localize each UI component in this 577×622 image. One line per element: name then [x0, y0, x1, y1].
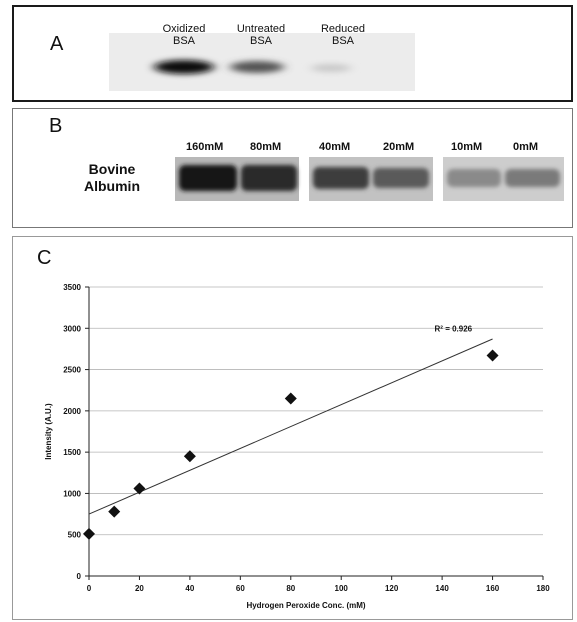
- band-reduced: [311, 64, 351, 72]
- x-tick-label: 80: [286, 584, 295, 593]
- lane-label-40mm: 40mM: [319, 141, 351, 153]
- lane-label-untreated: Untreated BSA: [226, 23, 296, 47]
- x-axis-label: Hydrogen Peroxide Conc. (mM): [246, 601, 365, 610]
- lane-label-20mm: 20mM: [383, 141, 415, 153]
- band-40mm: [313, 167, 369, 189]
- y-tick-label: 3000: [63, 324, 81, 333]
- trendline: [88, 338, 493, 515]
- gel-blot-a: [109, 33, 415, 91]
- lane-label-reduced-line2: BSA: [331, 35, 354, 47]
- row-label-bovine-albumin: Bovine Albumin: [57, 161, 167, 195]
- band-80mm: [241, 165, 297, 191]
- band-oxidized: [154, 60, 214, 74]
- data-point: [108, 505, 121, 518]
- x-tick-label: 0: [87, 584, 92, 593]
- lane-label-oxidized: Oxidized BSA: [149, 23, 219, 47]
- y-tick-label: 1500: [63, 448, 81, 457]
- scatter-chart: 0 500 1000 1500 2000 2500 3000 3500 0 20 40 60 80 100…: [44, 283, 550, 610]
- y-tick-label: 0: [77, 572, 82, 581]
- y-tick-label: 3500: [63, 283, 81, 292]
- panel-a-letter: A: [50, 33, 64, 55]
- lane-label-reduced: Reduced BSA: [308, 23, 378, 47]
- lane-label-reduced-line1: Reduced: [320, 23, 366, 35]
- lane-label-oxidized-line2: BSA: [172, 35, 195, 47]
- data-point: [83, 527, 95, 540]
- panel-a: A Oxidized BSA Untreated BSA Reduced BSA: [12, 5, 573, 102]
- data-point: [284, 392, 297, 405]
- band-10mm: [447, 169, 501, 187]
- x-tick-label: 160: [486, 584, 500, 593]
- band-160mm: [179, 165, 237, 191]
- lane-label-oxidized-line1: Oxidized: [162, 23, 206, 35]
- x-tick-label: 180: [536, 584, 550, 593]
- y-tick-label: 1000: [63, 489, 81, 498]
- band-untreated: [230, 61, 284, 73]
- y-tick-label: 2000: [63, 407, 81, 416]
- lane-label-10mm: 10mM: [451, 141, 483, 153]
- band-0mm: [505, 169, 560, 187]
- row-label-line1: Bovine: [88, 161, 136, 177]
- x-tick-label: 60: [236, 584, 245, 593]
- lane-label-160mm: 160mM: [186, 141, 224, 153]
- x-tick-label: 100: [335, 584, 349, 593]
- y-tick-label: 500: [68, 531, 82, 540]
- lane-label-80mm: 80mM: [250, 141, 282, 153]
- lane-label-untreated-line1: Untreated: [236, 23, 286, 35]
- panel-c-letter: C: [37, 247, 52, 269]
- x-tick-label: 140: [435, 584, 449, 593]
- lane-label-untreated-line2: BSA: [249, 35, 272, 47]
- panel-c: C 0 500 1000 1500 2000 2500 3000 3500 0 20 40 60 80 1…: [12, 236, 573, 620]
- row-label-line2: Albumin: [84, 178, 140, 194]
- data-point: [183, 450, 196, 463]
- data-point: [133, 482, 146, 495]
- y-tick-label: 2500: [63, 366, 81, 375]
- band-20mm: [373, 168, 429, 188]
- y-axis-label: Intensity (A.U.): [44, 403, 53, 460]
- x-tick-label: 40: [185, 584, 194, 593]
- gel-blot-b: [175, 157, 564, 201]
- x-tick-label: 120: [385, 584, 399, 593]
- x-tick-label: 20: [135, 584, 144, 593]
- panel-b: B Bovine Albumin 160mM 80mM 40mM 20mM 10…: [12, 108, 573, 228]
- data-point: [486, 349, 499, 362]
- panel-b-letter: B: [49, 115, 63, 137]
- lane-label-0mm: 0mM: [513, 141, 539, 153]
- r-squared-annotation: R² = 0.926: [435, 325, 473, 334]
